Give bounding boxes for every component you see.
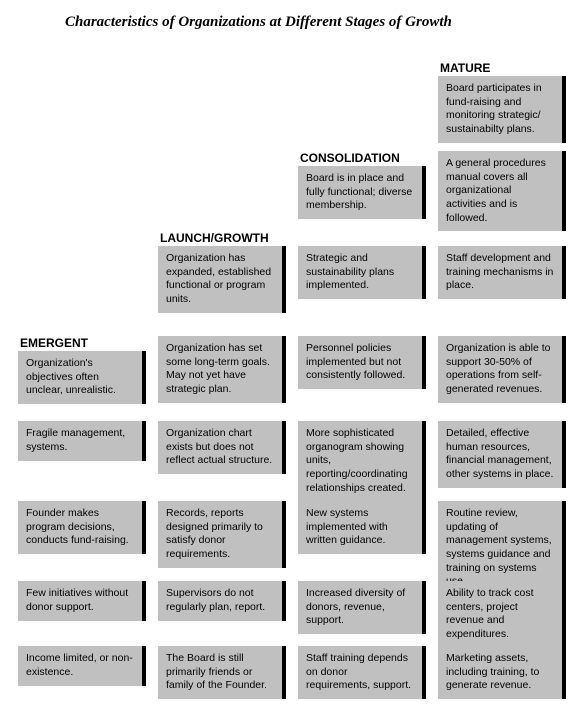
stage-cell: A general procedures manual covers all o… — [438, 151, 566, 231]
stage-cell: Organization chart exists but does not r… — [158, 421, 286, 474]
stage-cell: Income limited, or non-existence. — [18, 646, 146, 686]
stage-cell: Fragile management, systems. — [18, 421, 146, 461]
stage-cell: Board is in place and fully functional; … — [298, 166, 426, 219]
stage-cell: Detailed, effective human resources, fin… — [438, 421, 566, 488]
column-header-2: CONSOLIDATION — [300, 151, 400, 165]
stage-cell: Personnel policies implemented but not c… — [298, 336, 426, 389]
stage-cell: Few initiatives without donor support. — [18, 581, 146, 621]
stage-cell: Board participates in fund-raising and m… — [438, 76, 566, 143]
stage-cell: Organization is able to support 30-50% o… — [438, 336, 566, 403]
stage-cell: The Board is still primarily friends or … — [158, 646, 286, 699]
column-header-0: EMERGENT — [20, 336, 88, 350]
stage-cell: Strategic and sustainability plans imple… — [298, 246, 426, 299]
stage-cell: New systems implemented with written gui… — [298, 501, 426, 554]
stage-cell: Ability to track cost centers, project r… — [438, 581, 566, 648]
stage-cell: Organization's objectives often unclear,… — [18, 351, 146, 404]
stage-cell: Staff development and training mechanism… — [438, 246, 566, 299]
column-header-3: MATURE — [440, 61, 490, 75]
stage-cell: Organization has expanded, established f… — [158, 246, 286, 313]
stage-cell: Organization has set some long-term goal… — [158, 336, 286, 403]
stage-cell: Marketing assets, including training, to… — [438, 646, 566, 699]
page-title: Characteristics of Organizations at Diff… — [65, 14, 575, 31]
stage-cell: Staff training depends on donor requirem… — [298, 646, 426, 699]
stages-grid: EMERGENT LAUNCH/GROWTH CONSOLIDATION MATURE… — [10, 41, 570, 701]
stage-cell: More sophisticated organogram showing un… — [298, 421, 426, 501]
stage-cell: Supervisors do not regularly plan, repor… — [158, 581, 286, 621]
stage-cell: Records, reports designed primarily to s… — [158, 501, 286, 568]
stage-cell: Increased diversity of donors, revenue, … — [298, 581, 426, 634]
column-header-1: LAUNCH/GROWTH — [160, 231, 269, 245]
stage-cell: Founder makes program decisions, conduct… — [18, 501, 146, 554]
